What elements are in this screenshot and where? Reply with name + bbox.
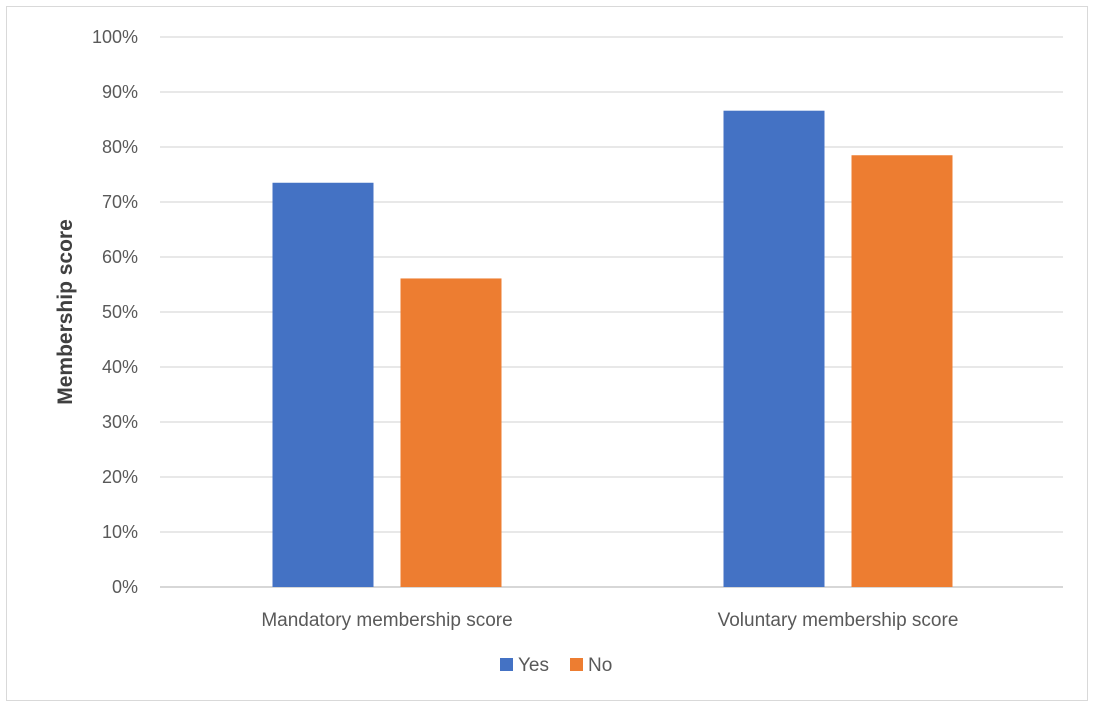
y-tick-label: 80% <box>102 137 138 157</box>
bar-yes-voluntary <box>723 110 825 587</box>
y-tick-label: 90% <box>102 82 138 102</box>
y-tick-label: 70% <box>102 192 138 212</box>
y-tick-label: 10% <box>102 522 138 542</box>
legend-label-no: No <box>588 655 612 676</box>
legend-swatch-yes <box>500 658 513 671</box>
bar-no-voluntary <box>851 155 953 587</box>
x-axis-categories: Mandatory membership score Voluntary memb… <box>261 610 958 631</box>
legend: Yes No <box>500 655 612 676</box>
bar-yes-mandatory <box>272 182 374 587</box>
legend-label-yes: Yes <box>518 655 549 676</box>
y-axis-title: Membership score <box>54 219 77 405</box>
y-tick-label: 60% <box>102 247 138 267</box>
y-tick-label: 50% <box>102 302 138 322</box>
x-category-label: Voluntary membership score <box>718 610 959 631</box>
legend-swatch-no <box>570 658 583 671</box>
y-tick-label: 30% <box>102 412 138 432</box>
y-tick-label: 40% <box>102 357 138 377</box>
y-tick-label: 0% <box>112 577 138 597</box>
bar-no-mandatory <box>400 278 502 587</box>
y-tick-label: 100% <box>92 27 138 47</box>
x-category-label: Mandatory membership score <box>261 610 512 631</box>
y-tick-label: 20% <box>102 467 138 487</box>
bars <box>272 110 953 587</box>
y-axis-ticks: 0% 10% 20% 30% 40% 50% 60% 70% 80% 90% 100% <box>92 27 138 597</box>
